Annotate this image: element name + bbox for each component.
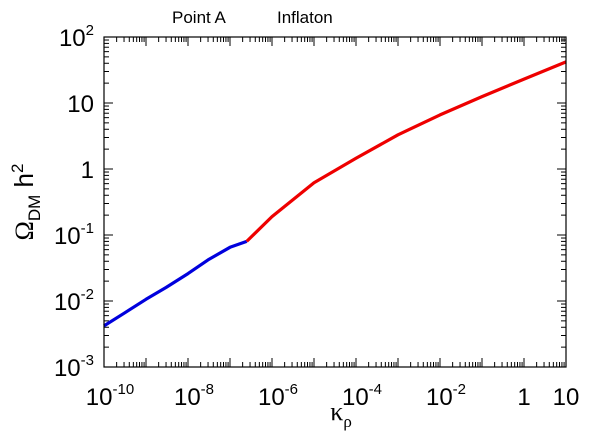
x-tick-label: 10-10 xyxy=(86,381,134,411)
y-axis-title-mid: h xyxy=(9,173,39,195)
series-line-0 xyxy=(103,239,248,328)
y-tick-label: 10-1 xyxy=(54,220,94,250)
x-tick-label: 10-8 xyxy=(174,381,214,411)
y-axis-title-sup: 2 xyxy=(8,164,27,173)
y-tick-label-base: 10 xyxy=(67,91,94,118)
series-layer xyxy=(103,60,567,328)
plot-frame xyxy=(103,36,567,368)
x-tick-label-base: 10 xyxy=(426,384,453,411)
y-tick-label: 10-3 xyxy=(54,352,94,382)
y-axis-title: ΩDM h2 xyxy=(8,164,44,241)
y-tick-label-base: 10 xyxy=(59,25,86,52)
x-tick-label: 10-4 xyxy=(342,381,382,411)
x-tick-label: 10-6 xyxy=(258,381,298,411)
x-tick-label-exp: -2 xyxy=(453,381,466,398)
series-line-1 xyxy=(245,60,567,243)
header-label-point-a: Point A xyxy=(172,8,227,27)
y-tick-label-exp: -3 xyxy=(81,352,94,369)
y-tick-label: 10 xyxy=(67,91,94,118)
x-tick-label: 10-2 xyxy=(426,381,466,411)
y-tick-label-exp: -1 xyxy=(81,220,94,237)
axis-ticks xyxy=(103,37,566,368)
y-tick-label-base: 10 xyxy=(54,223,81,250)
y-axis-title-base: Ω xyxy=(10,221,39,240)
y-axis-title-sub: DM xyxy=(25,195,44,221)
y-tick-label-base: 1 xyxy=(81,157,94,184)
x-axis-title-sub: ρ xyxy=(343,412,351,431)
x-tick-label-exp: -10 xyxy=(113,381,135,398)
header-label-inflaton: Inflaton xyxy=(277,8,333,27)
x-tick-label-exp: -4 xyxy=(369,381,382,398)
x-tick-label-base: 10 xyxy=(553,384,580,411)
x-tick-label-base: 10 xyxy=(258,384,285,411)
x-tick-label-exp: -6 xyxy=(285,381,298,398)
y-tick-label-base: 10 xyxy=(54,355,81,382)
y-tick-label: 10-2 xyxy=(54,286,94,316)
y-tick-label-exp: -2 xyxy=(81,286,94,303)
header-labels: Point A Inflaton xyxy=(172,8,333,27)
y-tick-label-base: 10 xyxy=(54,289,81,316)
x-tick-label-base: 1 xyxy=(517,384,530,411)
x-tick-label-exp: -8 xyxy=(201,381,214,398)
x-tick-label-base: 10 xyxy=(174,384,201,411)
x-axis-title: κρ xyxy=(330,397,352,431)
y-tick-label-exp: 2 xyxy=(86,22,94,39)
x-axis-title-base: κ xyxy=(330,397,343,426)
y-tick-label: 102 xyxy=(59,22,94,52)
x-tick-label: 10 xyxy=(553,384,580,411)
y-tick-label: 1 xyxy=(81,157,94,184)
x-tick-labels: 10-10 10-8 10-6 10-4 10-2 1 10 xyxy=(86,381,580,411)
x-tick-label-base: 10 xyxy=(86,384,113,411)
x-tick-label: 1 xyxy=(517,384,530,411)
x-tick-label-base: 10 xyxy=(342,384,369,411)
